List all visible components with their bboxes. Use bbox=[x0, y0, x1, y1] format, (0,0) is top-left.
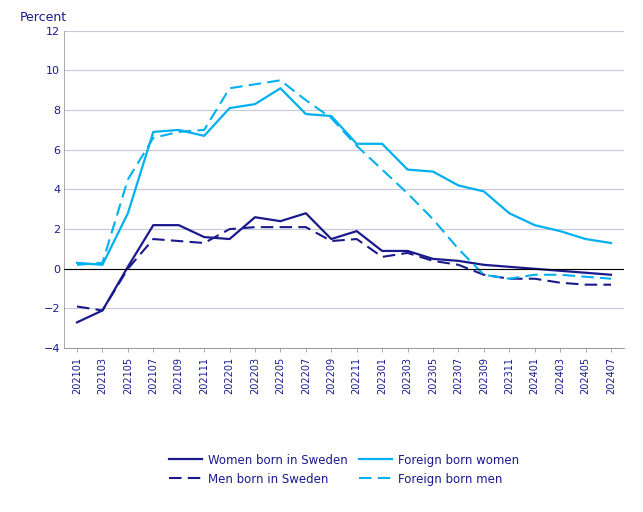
Foreign born men bbox=[98, 260, 106, 266]
Foreign born men bbox=[226, 85, 233, 91]
Men born in Sweden bbox=[582, 282, 590, 288]
Men born in Sweden bbox=[149, 236, 157, 242]
Men born in Sweden bbox=[607, 282, 615, 288]
Foreign born men bbox=[124, 177, 132, 183]
Women born in Sweden bbox=[429, 256, 437, 262]
Women born in Sweden bbox=[353, 228, 361, 234]
Men born in Sweden bbox=[429, 258, 437, 264]
Foreign born women bbox=[73, 260, 81, 266]
Women born in Sweden bbox=[73, 319, 81, 326]
Foreign born women bbox=[226, 105, 233, 111]
Men born in Sweden bbox=[175, 238, 183, 244]
Foreign born women bbox=[353, 141, 361, 147]
Legend: Women born in Sweden, Men born in Sweden, Foreign born women, Foreign born men: Women born in Sweden, Men born in Sweden… bbox=[164, 450, 524, 490]
Men born in Sweden bbox=[276, 224, 284, 230]
Foreign born men bbox=[73, 262, 81, 268]
Men born in Sweden bbox=[378, 254, 386, 260]
Women born in Sweden bbox=[607, 272, 615, 278]
Men born in Sweden bbox=[73, 304, 81, 310]
Foreign born women bbox=[124, 210, 132, 216]
Foreign born women bbox=[149, 129, 157, 135]
Line: Foreign born women: Foreign born women bbox=[77, 88, 611, 265]
Women born in Sweden bbox=[175, 222, 183, 228]
Women born in Sweden bbox=[480, 262, 488, 268]
Foreign born men bbox=[531, 272, 539, 278]
Men born in Sweden bbox=[226, 226, 233, 232]
Women born in Sweden bbox=[276, 218, 284, 224]
Foreign born men bbox=[455, 246, 462, 252]
Foreign born women bbox=[276, 85, 284, 91]
Foreign born men bbox=[582, 273, 590, 280]
Women born in Sweden bbox=[531, 266, 539, 272]
Foreign born men bbox=[201, 127, 208, 133]
Foreign born women bbox=[327, 113, 335, 119]
Foreign born women bbox=[455, 182, 462, 188]
Foreign born women bbox=[175, 127, 183, 133]
Women born in Sweden bbox=[327, 236, 335, 242]
Foreign born men bbox=[480, 272, 488, 278]
Foreign born women bbox=[429, 168, 437, 175]
Women born in Sweden bbox=[149, 222, 157, 228]
Foreign born women bbox=[302, 111, 310, 117]
Foreign born men bbox=[327, 115, 335, 121]
Men born in Sweden bbox=[531, 275, 539, 282]
Line: Men born in Sweden: Men born in Sweden bbox=[77, 227, 611, 310]
Foreign born women bbox=[251, 101, 259, 107]
Foreign born women bbox=[531, 222, 539, 228]
Men born in Sweden bbox=[327, 238, 335, 244]
Line: Women born in Sweden: Women born in Sweden bbox=[77, 213, 611, 323]
Foreign born men bbox=[429, 216, 437, 222]
Women born in Sweden bbox=[226, 236, 233, 242]
Men born in Sweden bbox=[480, 272, 488, 278]
Foreign born men bbox=[556, 272, 564, 278]
Women born in Sweden bbox=[124, 264, 132, 270]
Women born in Sweden bbox=[302, 210, 310, 216]
Men born in Sweden bbox=[505, 275, 513, 282]
Foreign born women bbox=[480, 188, 488, 195]
Foreign born men bbox=[378, 166, 386, 173]
Women born in Sweden bbox=[378, 248, 386, 254]
Foreign born women bbox=[582, 236, 590, 242]
Men born in Sweden bbox=[353, 236, 361, 242]
Men born in Sweden bbox=[556, 280, 564, 286]
Foreign born men bbox=[276, 77, 284, 83]
Foreign born women bbox=[201, 133, 208, 139]
Women born in Sweden bbox=[455, 258, 462, 264]
Foreign born women bbox=[98, 262, 106, 268]
Men born in Sweden bbox=[201, 240, 208, 246]
Men born in Sweden bbox=[302, 224, 310, 230]
Foreign born men bbox=[505, 275, 513, 282]
Men born in Sweden bbox=[124, 266, 132, 272]
Foreign born men bbox=[607, 275, 615, 282]
Foreign born men bbox=[175, 129, 183, 135]
Foreign born women bbox=[556, 228, 564, 234]
Foreign born women bbox=[505, 210, 513, 216]
Women born in Sweden bbox=[556, 268, 564, 274]
Foreign born men bbox=[353, 143, 361, 149]
Women born in Sweden bbox=[98, 307, 106, 313]
Foreign born women bbox=[607, 240, 615, 246]
Foreign born men bbox=[149, 135, 157, 141]
Women born in Sweden bbox=[251, 214, 259, 220]
Men born in Sweden bbox=[455, 262, 462, 268]
Men born in Sweden bbox=[251, 224, 259, 230]
Text: Percent: Percent bbox=[19, 11, 67, 25]
Foreign born women bbox=[404, 166, 412, 173]
Women born in Sweden bbox=[404, 248, 412, 254]
Foreign born men bbox=[404, 190, 412, 197]
Men born in Sweden bbox=[98, 307, 106, 313]
Women born in Sweden bbox=[201, 234, 208, 240]
Women born in Sweden bbox=[582, 270, 590, 276]
Foreign born men bbox=[302, 97, 310, 103]
Foreign born men bbox=[251, 81, 259, 88]
Men born in Sweden bbox=[404, 250, 412, 256]
Women born in Sweden bbox=[505, 264, 513, 270]
Foreign born women bbox=[378, 141, 386, 147]
Line: Foreign born men: Foreign born men bbox=[77, 80, 611, 279]
